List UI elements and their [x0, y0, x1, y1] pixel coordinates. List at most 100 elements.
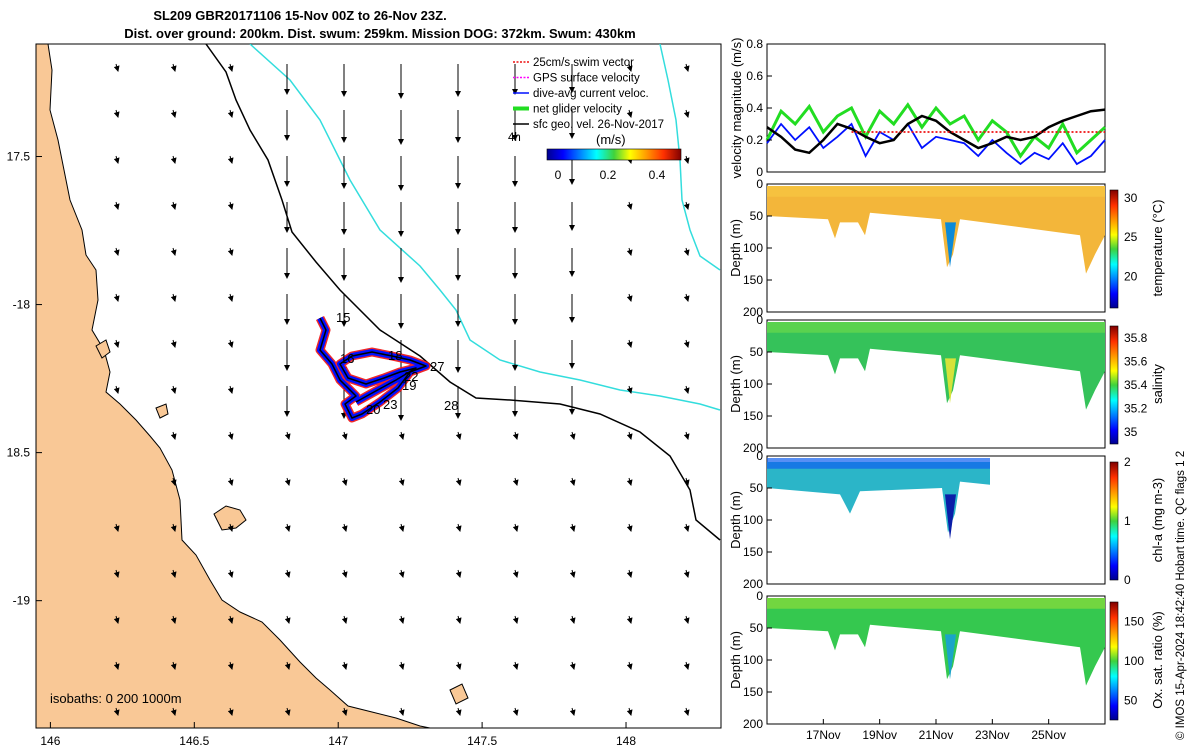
isobath-note: isobaths: 0 200 1000m: [50, 691, 182, 706]
geo-velocity-arrow-23: [170, 523, 177, 532]
velocity-ytick-4: 0.8: [746, 37, 763, 51]
geo-velocity-arrow-140: [626, 385, 633, 394]
geo-velocity-arrow-15: [170, 155, 177, 164]
chla-colorbar-tick-0: 2: [1124, 455, 1131, 469]
chla-ytick-3: 150: [743, 545, 763, 559]
chla-ytick-1: 50: [750, 481, 764, 495]
chla-colorbar-label: chl-a (mg m-3): [1150, 478, 1165, 563]
geo-velocity-arrow-128: [569, 523, 576, 532]
geo-velocity-arrow-71: [341, 661, 348, 670]
geo-velocity-arrow-30: [227, 155, 234, 164]
map-xtick-3: 147.5: [467, 734, 497, 748]
day-label-20: 20: [366, 402, 380, 417]
speed-colorbar-tick-0: 0: [555, 168, 562, 182]
legend-label-4: sfc geo. vel. 26-Nov-2017: [533, 119, 664, 131]
day-label-16: 16: [340, 351, 354, 366]
temperature-ylabel: Depth (m): [728, 219, 743, 277]
oxygen-ytick-2: 100: [743, 653, 763, 667]
footer-credit: © IMOS 15-Apr-2024 18:42:40 Hobart time.…: [1175, 451, 1187, 740]
geo-velocity-arrow-20: [170, 385, 177, 394]
geo-velocity-arrow-4: [113, 247, 120, 256]
geo-velocity-arrow-138: [626, 293, 633, 302]
geo-velocity-arrow-129: [569, 569, 576, 578]
temperature-ytick-2: 100: [743, 241, 763, 255]
map-ytick-0: 17.5: [7, 150, 31, 164]
geo-velocity-arrow-162: [683, 707, 690, 716]
day-label-23: 23: [383, 397, 397, 412]
island-whitsunday: [449, 683, 469, 705]
geo-velocity-arrow-38: [227, 523, 234, 532]
geo-velocity-arrow-27: [170, 707, 177, 716]
geo-velocity-arrow-116: [512, 661, 519, 670]
chla-eddy-feature: [945, 494, 956, 540]
oxygen-colorbar: [1109, 601, 1119, 721]
map-ytick-2: 18.5: [7, 446, 31, 460]
panel-chla: 0 50 100 150 200 Depth (m) 2 1 0 chl-a (mg m-3): [728, 449, 1165, 591]
geo-velocity-arrow-37: [227, 477, 234, 486]
map-xtick-1: 146.5: [179, 734, 209, 748]
day-label-28: 28: [444, 398, 458, 413]
geo-velocity-arrow-126: [569, 431, 576, 440]
geo-velocity-arrow-155: [683, 385, 690, 394]
map-xtick-4: 148: [616, 734, 636, 748]
geo-velocity-arrow-127: [569, 477, 576, 486]
oxygen-ytick-1: 50: [750, 621, 764, 635]
geo-velocity-arrow-99: [455, 569, 462, 578]
map-title-line1: SL209 GBR20171106 15-Nov 00Z to 26-Nov 2…: [153, 8, 447, 23]
salinity-surface-layer: [767, 322, 1105, 333]
geo-velocity-arrow-18: [170, 293, 177, 302]
oxygen-ylabel: Depth (m): [728, 631, 743, 689]
panel-salinity: 0 50 100 150 200 Depth (m) 35.8 35.6 35.4 35.2 35 s…: [728, 313, 1165, 455]
glider-path-line: [319, 317, 427, 419]
temperature-colorbar-label: temperature (°C): [1150, 200, 1165, 297]
geo-velocity-arrow-87: [398, 707, 405, 716]
oxygen-xtick-1: 19Nov: [862, 728, 897, 742]
oxygen-ytick-4: 200: [743, 717, 763, 731]
geo-velocity-arrow-66: [341, 431, 348, 440]
geo-velocity-arrow-136: [626, 201, 633, 210]
temperature-ytick-4: 200: [743, 305, 763, 319]
isobath-200m: [205, 44, 721, 541]
isobath-1000m-upper: [659, 44, 721, 271]
geo-velocity-arrow-153: [683, 293, 690, 302]
legend-label-1: GPS surface velocity: [533, 73, 640, 85]
velocity-ylabel: velocity magnitude (m/s): [729, 38, 744, 179]
temperature-surface-layer: [767, 186, 1105, 197]
geo-velocity-arrow-132: [569, 707, 576, 716]
map-ytick-3: -19: [13, 594, 31, 608]
geo-velocity-arrow-112: [512, 477, 519, 486]
geo-velocity-arrow-72: [341, 707, 348, 716]
geo-velocity-arrow-57: [284, 707, 291, 716]
chla-ylabel: Depth (m): [728, 491, 743, 549]
geo-velocity-arrow-67: [341, 477, 348, 486]
salinity-colorbar: [1109, 325, 1119, 445]
legend-label-3: net glider velocity: [533, 104, 622, 116]
oxygen-xtick-0: 17Nov: [806, 728, 841, 742]
geo-velocity-arrow-144: [626, 569, 633, 578]
geo-velocity-arrow-69: [341, 569, 348, 578]
geo-velocity-arrow-52: [284, 477, 291, 486]
geo-velocity-arrow-115: [512, 615, 519, 624]
geo-velocity-arrow-146: [626, 661, 633, 670]
geo-velocity-arrow-31: [227, 201, 234, 210]
oxygen-ytick-3: 150: [743, 685, 763, 699]
geo-velocity-arrow-53: [284, 523, 291, 532]
geo-velocity-arrow-19: [170, 339, 177, 348]
chla-ytick-4: 200: [743, 577, 763, 591]
day-label-19: 19: [402, 378, 416, 393]
oxygen-colorbar-tick-1: 100: [1124, 654, 1144, 668]
velocity-ytick-1: 0.2: [746, 133, 763, 147]
geo-velocity-arrow-142: [626, 477, 633, 486]
geo-velocity-arrow-11: [113, 661, 120, 670]
geo-velocity-arrow-168: [743, 294, 745, 301]
salinity-ytick-1: 50: [750, 345, 764, 359]
geo-velocity-arrow-151: [683, 201, 690, 210]
geo-velocity-arrow-10: [113, 615, 120, 624]
geo-velocity-arrow-169: [743, 340, 745, 347]
temperature-colorbar: [1109, 189, 1119, 309]
salinity-eddy-feature: [945, 358, 956, 404]
salinity-colorbar-tick-2: 35.4: [1124, 378, 1148, 392]
